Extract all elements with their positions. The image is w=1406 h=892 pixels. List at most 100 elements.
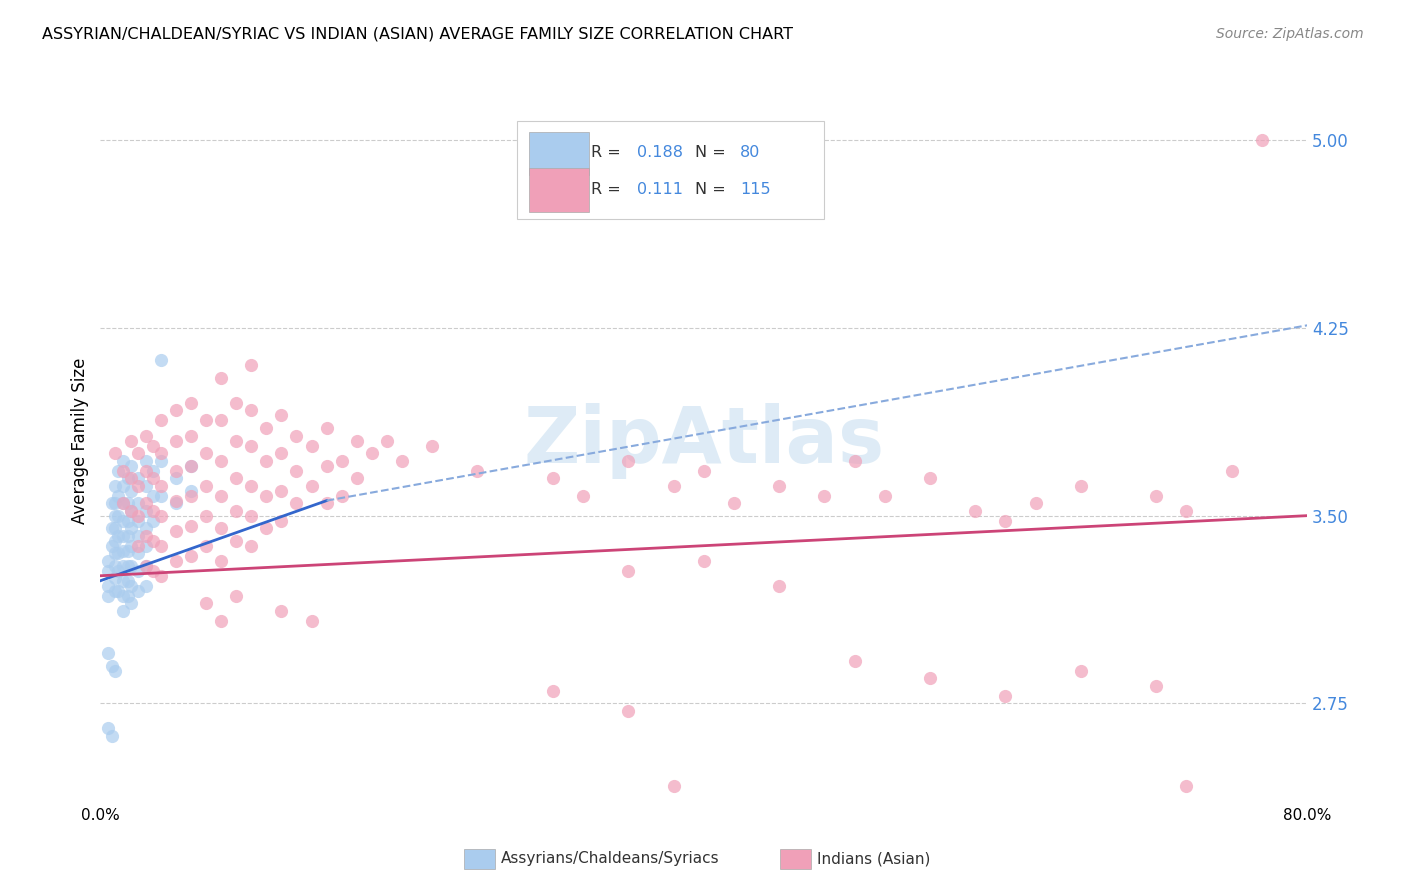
Point: [149, 489, 172, 503]
Text: Indians (Asian): Indians (Asian): [817, 852, 931, 866]
Point: [104, 533, 127, 548]
Point: [111, 496, 134, 510]
Point: [270, 604, 292, 618]
Point: [617, 564, 640, 578]
Point: [1144, 679, 1167, 693]
Point: [194, 478, 217, 492]
Point: [97, 564, 120, 578]
Point: [111, 529, 134, 543]
Point: [209, 614, 232, 628]
Point: [127, 529, 149, 543]
Point: [301, 478, 323, 492]
Point: [111, 558, 134, 573]
Point: [194, 446, 217, 460]
Point: [165, 554, 187, 568]
Point: [844, 654, 866, 668]
Point: [120, 503, 142, 517]
Point: [149, 508, 172, 523]
Point: [101, 539, 124, 553]
Point: [127, 546, 149, 560]
Point: [165, 524, 187, 538]
Point: [117, 529, 139, 543]
Point: [225, 589, 247, 603]
Point: [346, 471, 368, 485]
Point: [180, 458, 202, 473]
Text: 0.188: 0.188: [637, 145, 683, 160]
Point: [120, 434, 142, 448]
Point: [107, 546, 129, 560]
Point: [391, 453, 413, 467]
Point: [240, 359, 263, 373]
Point: [111, 514, 134, 528]
Point: [375, 434, 398, 448]
Point: [104, 558, 127, 573]
Point: [723, 496, 745, 510]
Point: [142, 564, 165, 578]
Point: [111, 604, 134, 618]
Point: [104, 546, 127, 560]
Point: [873, 489, 896, 503]
Point: [101, 496, 124, 510]
Text: N =: N =: [696, 183, 731, 197]
Point: [111, 574, 134, 588]
Point: [254, 453, 277, 467]
Point: [209, 489, 232, 503]
Point: [662, 478, 685, 492]
Text: ASSYRIAN/CHALDEAN/SYRIAC VS INDIAN (ASIAN) AVERAGE FAMILY SIZE CORRELATION CHART: ASSYRIAN/CHALDEAN/SYRIAC VS INDIAN (ASIA…: [42, 27, 793, 42]
Point: [117, 514, 139, 528]
Point: [693, 464, 716, 478]
Point: [194, 539, 217, 553]
Point: [315, 458, 337, 473]
Point: [330, 453, 353, 467]
Point: [180, 396, 202, 410]
Point: [240, 478, 263, 492]
Point: [270, 409, 292, 423]
Point: [1220, 464, 1243, 478]
Point: [693, 554, 716, 568]
Point: [117, 471, 139, 485]
Point: [149, 568, 172, 582]
Point: [104, 508, 127, 523]
Point: [142, 514, 165, 528]
Point: [135, 558, 157, 573]
Point: [844, 453, 866, 467]
Point: [918, 672, 941, 686]
Point: [135, 478, 157, 492]
Point: [994, 514, 1017, 528]
Point: [194, 413, 217, 427]
Point: [120, 558, 142, 573]
Point: [104, 664, 127, 678]
Text: Source: ZipAtlas.com: Source: ZipAtlas.com: [1216, 27, 1364, 41]
Point: [315, 421, 337, 435]
Point: [107, 464, 129, 478]
Point: [111, 453, 134, 467]
Point: [107, 508, 129, 523]
Point: [107, 489, 129, 503]
Text: R =: R =: [592, 183, 626, 197]
Point: [135, 464, 157, 478]
Point: [120, 458, 142, 473]
Point: [111, 496, 134, 510]
Point: [209, 371, 232, 385]
Point: [301, 614, 323, 628]
Point: [254, 421, 277, 435]
Point: [104, 583, 127, 598]
Point: [117, 589, 139, 603]
Point: [104, 521, 127, 535]
Point: [149, 539, 172, 553]
Point: [97, 646, 120, 660]
Text: ZipAtlas: ZipAtlas: [523, 402, 884, 478]
Point: [285, 428, 308, 442]
Point: [149, 453, 172, 467]
Point: [225, 396, 247, 410]
Point: [165, 496, 187, 510]
Point: [97, 579, 120, 593]
Point: [1250, 133, 1272, 147]
Point: [111, 589, 134, 603]
Point: [127, 446, 149, 460]
Point: [142, 471, 165, 485]
Point: [165, 471, 187, 485]
Point: [225, 434, 247, 448]
Text: N =: N =: [696, 145, 731, 160]
Point: [209, 521, 232, 535]
